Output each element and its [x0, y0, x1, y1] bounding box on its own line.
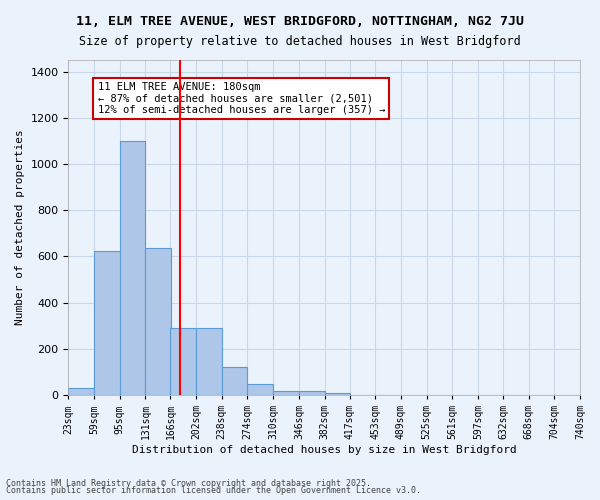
- Bar: [222, 368, 247, 395]
- Bar: [94, 250, 120, 395]
- Bar: [325, 393, 350, 395]
- Y-axis label: Number of detached properties: Number of detached properties: [15, 130, 25, 326]
- Bar: [170, 328, 196, 395]
- Text: 11, ELM TREE AVENUE, WEST BRIDGFORD, NOTTINGHAM, NG2 7JU: 11, ELM TREE AVENUE, WEST BRIDGFORD, NOT…: [76, 15, 524, 28]
- Text: Contains public sector information licensed under the Open Government Licence v3: Contains public sector information licen…: [6, 486, 421, 495]
- Bar: [247, 384, 273, 395]
- Bar: [120, 141, 145, 395]
- Text: Contains HM Land Registry data © Crown copyright and database right 2025.: Contains HM Land Registry data © Crown c…: [6, 478, 371, 488]
- Bar: [145, 248, 171, 395]
- Bar: [273, 390, 299, 395]
- Bar: [68, 388, 94, 395]
- Text: Size of property relative to detached houses in West Bridgford: Size of property relative to detached ho…: [79, 35, 521, 48]
- Bar: [299, 390, 325, 395]
- Text: 11 ELM TREE AVENUE: 180sqm
← 87% of detached houses are smaller (2,501)
12% of s: 11 ELM TREE AVENUE: 180sqm ← 87% of deta…: [98, 82, 385, 115]
- X-axis label: Distribution of detached houses by size in West Bridgford: Distribution of detached houses by size …: [132, 445, 517, 455]
- Bar: [196, 328, 222, 395]
